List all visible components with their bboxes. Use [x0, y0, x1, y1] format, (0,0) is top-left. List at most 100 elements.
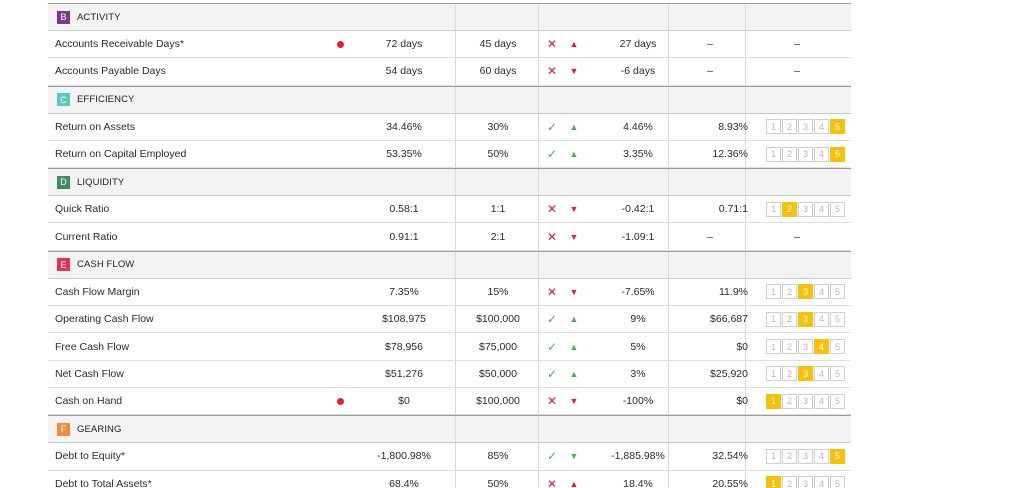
target-value: 1:1 — [490, 203, 506, 216]
rating-box-3[interactable]: 3 — [798, 201, 813, 217]
section-letter-badge: D — [57, 175, 70, 189]
arrow-up-icon: ▲ — [569, 314, 579, 325]
rating-box-1[interactable]: 1 — [766, 119, 781, 135]
section-letter-badge: C — [57, 93, 70, 107]
rating-box-3[interactable]: 3 — [798, 393, 813, 409]
benchmark-empty: – — [707, 38, 713, 51]
rating-box-2[interactable]: 2 — [782, 146, 797, 162]
variance-value: -7.65% — [621, 285, 655, 298]
rating-box-2[interactable]: 2 — [782, 201, 797, 217]
rating-box-4[interactable]: 4 — [814, 146, 829, 162]
table-row[interactable]: Return on Assets 34.46% 30% ✓ ▲ 4.46% 8.93% 1 2 3… — [48, 113, 853, 141]
rating-box-2[interactable]: 2 — [782, 119, 797, 135]
rating-box-1[interactable]: 1 — [766, 146, 781, 162]
metric-name: Return on Assets — [55, 120, 135, 133]
rating-box-5[interactable]: 5 — [830, 201, 845, 217]
table-row[interactable]: Cash on Hand $0 $100,000 ✕ ▼ -100% $0 1 2 3 4 5 — [48, 387, 853, 416]
rating-box-3[interactable]: 3 — [798, 311, 813, 327]
rating-box-4[interactable]: 4 — [814, 366, 829, 382]
rating-box-3[interactable]: 3 — [798, 448, 813, 464]
rating-box-1[interactable]: 1 — [766, 284, 781, 300]
rating-box-4[interactable]: 4 — [814, 201, 829, 217]
rating-box-5[interactable]: 5 — [830, 366, 845, 382]
table-row[interactable]: Operating Cash Flow $108,975 $100,000 ✓ ▲ 9% $… — [48, 306, 853, 334]
column-divider — [745, 251, 746, 278]
column-divider — [745, 223, 746, 250]
red-dot-icon — [336, 40, 344, 48]
table-row[interactable]: Accounts Receivable Days* 72 days 45 days ✕… — [48, 31, 851, 59]
rating-box-4[interactable]: 4 — [814, 339, 829, 355]
rating-box-2[interactable]: 2 — [782, 393, 797, 409]
rating-box-3[interactable]: 3 — [798, 366, 813, 382]
column-divider — [455, 333, 456, 360]
rating-box-2[interactable]: 2 — [782, 311, 797, 327]
rating-box-5[interactable]: 5 — [830, 393, 845, 409]
rating-box-5[interactable]: 5 — [830, 339, 845, 355]
rating-box-5[interactable]: 5 — [830, 476, 845, 488]
rating-box-2[interactable]: 2 — [782, 366, 797, 382]
rating-box-1[interactable]: 1 — [766, 366, 781, 382]
column-divider — [455, 360, 456, 387]
table-row[interactable]: Accounts Payable Days 54 days 60 days ✕ ▼ -6 … — [48, 58, 851, 86]
rating-box-2[interactable]: 2 — [782, 448, 797, 464]
table-row[interactable]: Cash Flow Margin 7.35% 15% ✕ ▼ -7.65% 11.9% 1 2 3… — [48, 278, 853, 307]
column-divider — [538, 278, 539, 306]
column-divider — [668, 387, 669, 415]
rating-box-5[interactable]: 5 — [830, 146, 845, 162]
section-header-efficiency: C EFFICIENCY — [48, 85, 851, 114]
rating-box-2[interactable]: 2 — [782, 476, 797, 488]
rating-box-4[interactable]: 4 — [814, 284, 829, 300]
table-row[interactable]: Debt to Total Assets* 68.4% 50% ✕ ▲ 18.4% 20.5… — [48, 470, 853, 488]
table-row[interactable]: Net Cash Flow $51,276 $50,000 ✓ ▲ 3% $25,920 1 2… — [48, 360, 853, 388]
rating-box-3[interactable]: 3 — [798, 284, 813, 300]
rating-box-1[interactable]: 1 — [766, 393, 781, 409]
rating-box-2[interactable]: 2 — [782, 284, 797, 300]
rating-box-3[interactable]: 3 — [798, 146, 813, 162]
rating-box-1[interactable]: 1 — [766, 448, 781, 464]
rating-box-5[interactable]: 5 — [830, 311, 845, 327]
rating-box-3[interactable]: 3 — [798, 339, 813, 355]
column-divider — [668, 31, 669, 58]
column-divider — [538, 387, 539, 415]
rating-box-5[interactable]: 5 — [830, 119, 845, 135]
table-row[interactable]: Debt to Equity* -1,800.98% 85% ✓ ▼ -1,885.98%… — [48, 443, 853, 471]
column-divider — [745, 333, 746, 360]
rating-box-1[interactable]: 1 — [766, 311, 781, 327]
rating-box-4[interactable]: 4 — [814, 393, 829, 409]
rating-box-4[interactable]: 4 — [814, 448, 829, 464]
rating-box-5[interactable]: 5 — [830, 284, 845, 300]
table-row[interactable]: Current Ratio 0.91:1 2:1 ✕ ▼ -1.09:1 – – — [48, 223, 851, 251]
table-row[interactable]: Free Cash Flow $78,956 $75,000 ✓ ▲ 5% $0 1 2 3 4 5 — [48, 333, 853, 361]
rating-box-2[interactable]: 2 — [782, 339, 797, 355]
rating-box-3[interactable]: 3 — [798, 476, 813, 488]
section-header-gearing: F GEARING — [48, 415, 851, 444]
target-value: 15% — [487, 285, 509, 298]
rating-box-4[interactable]: 4 — [814, 119, 829, 135]
column-divider — [538, 196, 539, 223]
rating-box-3[interactable]: 3 — [798, 119, 813, 135]
red-dot-icon — [336, 397, 344, 405]
rating-box-5[interactable]: 5 — [830, 448, 845, 464]
rating-box-1[interactable]: 1 — [766, 201, 781, 217]
rating-box-1[interactable]: 1 — [766, 339, 781, 355]
actual-value: $0 — [398, 395, 410, 408]
rating-box-4[interactable]: 4 — [814, 311, 829, 327]
column-divider — [455, 223, 456, 250]
benchmark-value: 12.36% — [712, 148, 748, 161]
table-row[interactable]: Quick Ratio 0.58:1 1:1 ✕ ▼ -0.42:1 0.71:1 1 2 3 4 5 — [48, 196, 853, 224]
rating-box-4[interactable]: 4 — [814, 476, 829, 488]
rating-box-1[interactable]: 1 — [766, 476, 781, 488]
table-row[interactable]: Return on Capital Employed 53.35% 50% ✓ ▲ 3.3… — [48, 140, 853, 169]
